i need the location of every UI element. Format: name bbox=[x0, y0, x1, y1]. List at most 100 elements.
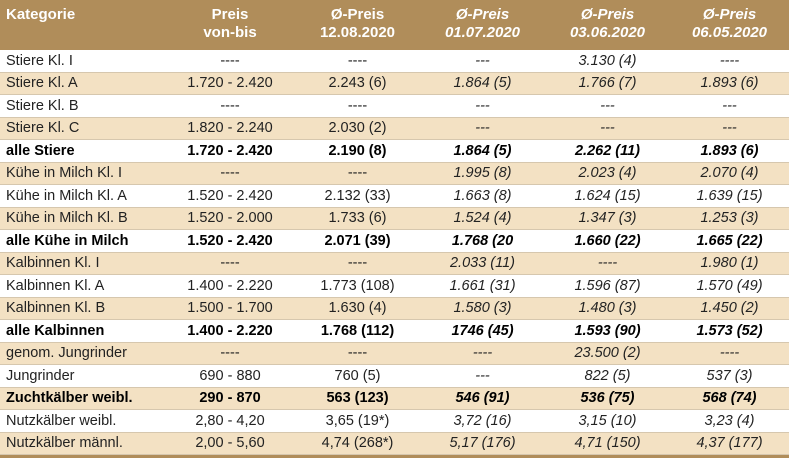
header-text: Kategorie bbox=[6, 6, 76, 23]
table-cell: 1.665 (22) bbox=[696, 232, 763, 249]
header-text: 01.07.2020 bbox=[444, 24, 521, 41]
table-row: genom. Jungrinder ---- ---- ---- 23.500 (2) -… bbox=[0, 342, 789, 365]
table-cell: 1.480 (3) bbox=[578, 300, 637, 317]
table-cell: ---- bbox=[347, 165, 368, 182]
table-cell: 4,74 (268*) bbox=[321, 435, 394, 452]
table-cell: alle Kühe in Milch bbox=[6, 232, 129, 249]
table-cell: ---- bbox=[347, 97, 368, 114]
table-cell: Jungrinder bbox=[6, 367, 75, 384]
table-cell: --- bbox=[475, 97, 490, 114]
table-cell: ---- bbox=[719, 345, 740, 362]
table-cell: 4,37 (177) bbox=[696, 435, 763, 452]
table-cell: Nutzkälber männl. bbox=[6, 435, 123, 452]
table-cell: 1.773 (108) bbox=[320, 277, 395, 294]
header-text: Preis bbox=[211, 6, 249, 23]
table-cell: ---- bbox=[347, 52, 368, 69]
table-cell: 2.023 (4) bbox=[578, 165, 637, 182]
table-cell: 1.661 (31) bbox=[449, 277, 516, 294]
table-cell: 2.190 (8) bbox=[328, 142, 387, 159]
table-cell: 1.893 (6) bbox=[700, 142, 759, 159]
header-cell: Ø-Preis 06.05.2020 bbox=[670, 0, 789, 50]
table-cell: 1.580 (3) bbox=[453, 300, 512, 317]
table-cell: Stiere Kl. C bbox=[6, 120, 80, 137]
table-row: alle Kühe in Milch 1.520 - 2.420 2.071 (39… bbox=[0, 230, 789, 253]
table-cell: 1.573 (52) bbox=[696, 322, 763, 339]
header-text: Ø-Preis bbox=[580, 6, 635, 23]
table-cell: Kalbinnen Kl. B bbox=[6, 300, 106, 317]
table-cell: 2.071 (39) bbox=[324, 232, 391, 249]
table-cell: 1.520 - 2.420 bbox=[187, 232, 273, 249]
table-cell: Kalbinnen Kl. I bbox=[6, 255, 100, 272]
table-row: Kalbinnen Kl. I ---- ---- 2.033 (11) ---- 1.9… bbox=[0, 252, 789, 275]
table-cell: 2.033 (11) bbox=[449, 255, 516, 272]
header-text: von-bis bbox=[203, 24, 257, 41]
table-row: Kühe in Milch Kl. I ---- ---- 1.995 (8) 2.02… bbox=[0, 162, 789, 185]
table-cell: 5,17 (176) bbox=[449, 435, 516, 452]
table-cell: 2.243 (6) bbox=[328, 75, 387, 92]
header-text: 12.08.2020 bbox=[319, 24, 396, 41]
table-cell: 1.347 (3) bbox=[578, 210, 637, 227]
table-cell: Stiere Kl. B bbox=[6, 97, 79, 114]
table-cell: ---- bbox=[220, 97, 240, 114]
table-row: Stiere Kl. C 1.820 - 2.240 2.030 (2) --- ---… bbox=[0, 117, 789, 140]
table-cell: 1.766 (7) bbox=[578, 75, 637, 92]
table-cell: Kühe in Milch Kl. B bbox=[6, 210, 128, 227]
table-cell: Stiere Kl. I bbox=[6, 52, 73, 69]
table-cell: genom. Jungrinder bbox=[6, 345, 127, 362]
table-cell: ---- bbox=[220, 345, 240, 362]
table-cell: --- bbox=[475, 120, 490, 137]
table-cell: 3.130 (4) bbox=[578, 52, 637, 69]
table-row: Kühe in Milch Kl. A 1.520 - 2.420 2.132 (3… bbox=[0, 185, 789, 208]
table-cell: 1.864 (5) bbox=[453, 142, 512, 159]
table-cell: 2.132 (33) bbox=[324, 187, 391, 204]
header-cell: Ø-Preis 01.07.2020 bbox=[420, 0, 545, 50]
table-row: Kühe in Milch Kl. B 1.520 - 2.000 1.733 (6… bbox=[0, 207, 789, 230]
table-cell: 1.253 (3) bbox=[700, 210, 759, 227]
table-cell: 2,80 - 4,20 bbox=[195, 412, 265, 429]
table-cell: ---- bbox=[220, 52, 240, 69]
table-row: Kalbinnen Kl. B 1.500 - 1.700 1.630 (4) 1.5… bbox=[0, 297, 789, 320]
table-cell: 822 (5) bbox=[584, 367, 631, 384]
header-cell: Ø-Preis 12.08.2020 bbox=[295, 0, 420, 50]
table-cell: 1.639 (15) bbox=[696, 187, 763, 204]
table-cell: 760 (5) bbox=[334, 367, 381, 384]
table-cell: Kühe in Milch Kl. I bbox=[6, 165, 123, 182]
table-row: Nutzkälber männl. 2,00 - 5,60 4,74 (268*) 5… bbox=[0, 432, 789, 455]
table-cell: 1.660 (22) bbox=[574, 232, 641, 249]
table-cell: --- bbox=[475, 367, 490, 384]
header-row: Kategorie Preis von-bis Ø-Preis 12.08.2020 Ø-… bbox=[0, 0, 789, 50]
table-row: alle Kalbinnen 1.400 - 2.220 1.768 (112) 17… bbox=[0, 320, 789, 343]
table-cell: 1.450 (2) bbox=[700, 300, 759, 317]
table-row: Zuchtkälber weibl. 290 - 870 563 (123) 546 … bbox=[0, 387, 789, 410]
table-cell: ---- bbox=[220, 165, 240, 182]
table-cell: 1.720 - 2.420 bbox=[187, 75, 273, 92]
table-cell: 2.030 (2) bbox=[328, 120, 387, 137]
table-cell: 1.400 - 2.220 bbox=[187, 277, 273, 294]
header-text: Ø-Preis bbox=[702, 6, 757, 23]
table-cell: 2.262 (11) bbox=[574, 142, 641, 159]
table-cell: 1.864 (5) bbox=[453, 75, 512, 92]
table-cell: Kühe in Milch Kl. A bbox=[6, 187, 127, 204]
table-cell: Nutzkälber weibl. bbox=[6, 412, 117, 429]
header-cell: Ø-Preis 03.06.2020 bbox=[545, 0, 670, 50]
table-cell: --- bbox=[600, 120, 615, 137]
table-cell: 1.524 (4) bbox=[453, 210, 512, 227]
table-cell: 1.593 (90) bbox=[574, 322, 641, 339]
table-cell: 1.720 - 2.420 bbox=[187, 142, 273, 159]
table-cell: 1.596 (87) bbox=[574, 277, 641, 294]
table-cell: 537 (3) bbox=[706, 367, 753, 384]
table-cell: --- bbox=[722, 120, 737, 137]
table-cell: 2.070 (4) bbox=[700, 165, 759, 182]
table-cell: --- bbox=[600, 97, 615, 114]
table-cell: ---- bbox=[719, 52, 740, 69]
table-row: Stiere Kl. I ---- ---- --- 3.130 (4) ---- bbox=[0, 50, 789, 73]
table-cell: 568 (74) bbox=[702, 390, 757, 407]
table-cell: 1.520 - 2.000 bbox=[187, 210, 273, 227]
header-text: 06.05.2020 bbox=[691, 24, 768, 41]
table-cell: Stiere Kl. A bbox=[6, 75, 78, 92]
table-cell: 1746 (45) bbox=[451, 322, 514, 339]
table-cell: 4,71 (150) bbox=[574, 435, 641, 452]
table-cell: 290 - 870 bbox=[199, 390, 261, 407]
table-cell: 23.500 (2) bbox=[574, 345, 641, 362]
table-cell: ---- bbox=[220, 255, 240, 272]
